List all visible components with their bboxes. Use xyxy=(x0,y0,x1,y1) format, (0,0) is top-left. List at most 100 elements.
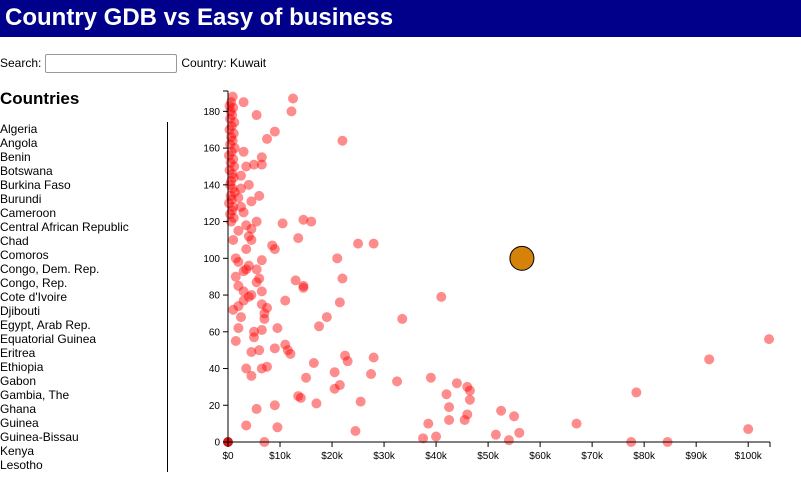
data-point[interactable] xyxy=(226,97,237,108)
data-point[interactable] xyxy=(236,312,247,323)
data-point[interactable] xyxy=(514,427,525,438)
data-point[interactable] xyxy=(251,403,262,414)
data-point[interactable] xyxy=(464,385,475,396)
data-point[interactable] xyxy=(256,363,267,374)
data-point[interactable] xyxy=(226,121,237,132)
data-point[interactable] xyxy=(227,183,238,194)
country-list-item[interactable]: Lesotho xyxy=(0,458,43,472)
data-point[interactable] xyxy=(285,348,296,359)
data-point[interactable] xyxy=(392,376,403,387)
country-list-item[interactable]: Angola xyxy=(0,136,38,150)
data-point[interactable] xyxy=(503,435,514,446)
data-point[interactable] xyxy=(226,176,237,187)
data-point[interactable] xyxy=(631,387,642,398)
data-point[interactable] xyxy=(228,304,239,315)
data-point[interactable] xyxy=(262,302,273,313)
data-point[interactable] xyxy=(280,295,291,306)
data-point[interactable] xyxy=(241,244,252,255)
data-point[interactable] xyxy=(224,100,235,111)
data-point[interactable] xyxy=(272,323,283,334)
data-point[interactable] xyxy=(246,370,257,381)
selected-country-point[interactable] xyxy=(509,245,535,271)
data-point[interactable] xyxy=(227,168,238,179)
data-point[interactable] xyxy=(238,286,249,297)
data-point[interactable] xyxy=(246,234,257,245)
data-point[interactable] xyxy=(353,238,364,249)
data-point[interactable] xyxy=(236,201,247,212)
data-point[interactable] xyxy=(256,324,267,335)
data-point[interactable] xyxy=(259,308,270,319)
data-point[interactable] xyxy=(290,275,301,286)
data-point[interactable] xyxy=(311,398,322,409)
data-point[interactable] xyxy=(238,207,249,218)
data-point[interactable] xyxy=(425,372,436,383)
data-point[interactable] xyxy=(238,266,249,277)
data-point[interactable] xyxy=(246,223,257,234)
data-point[interactable] xyxy=(259,313,270,324)
country-list-item[interactable]: Benin xyxy=(0,150,31,164)
data-point[interactable] xyxy=(228,212,239,223)
data-point[interactable] xyxy=(293,233,304,244)
data-point[interactable] xyxy=(256,299,267,310)
data-point[interactable] xyxy=(243,179,254,190)
data-point[interactable] xyxy=(301,372,312,383)
data-point[interactable] xyxy=(233,225,244,236)
data-point[interactable] xyxy=(227,135,238,146)
data-point[interactable] xyxy=(743,424,754,435)
country-list-item[interactable]: Burundi xyxy=(0,192,42,206)
search-input[interactable] xyxy=(45,53,178,73)
data-point[interactable] xyxy=(262,361,273,372)
data-point[interactable] xyxy=(464,394,475,405)
data-point[interactable] xyxy=(241,264,252,275)
data-point[interactable] xyxy=(282,345,293,356)
data-point[interactable] xyxy=(224,165,235,176)
country-list-item[interactable]: Gabon xyxy=(0,374,37,388)
data-point[interactable] xyxy=(226,194,237,205)
data-point[interactable] xyxy=(230,271,241,282)
data-point[interactable] xyxy=(224,150,235,161)
data-point[interactable] xyxy=(462,381,473,392)
data-point[interactable] xyxy=(397,313,408,324)
data-point[interactable] xyxy=(436,291,447,302)
country-list-item[interactable]: Botswana xyxy=(0,164,53,178)
data-point[interactable] xyxy=(368,352,379,363)
data-point[interactable] xyxy=(298,280,309,291)
data-point[interactable] xyxy=(254,190,265,201)
data-point[interactable] xyxy=(256,286,267,297)
data-point[interactable] xyxy=(340,350,351,361)
data-point[interactable] xyxy=(355,396,366,407)
country-list-item[interactable]: Equatorial Guinea xyxy=(0,332,97,346)
data-point[interactable] xyxy=(509,411,520,422)
data-point[interactable] xyxy=(228,234,239,245)
data-point[interactable] xyxy=(241,363,252,374)
data-point[interactable] xyxy=(228,128,239,139)
country-list-item[interactable]: Guinea-Bissau xyxy=(0,430,79,444)
data-point[interactable] xyxy=(230,253,241,264)
data-point[interactable] xyxy=(233,280,244,291)
data-point[interactable] xyxy=(280,339,291,350)
data-point[interactable] xyxy=(272,422,283,433)
country-list-item[interactable]: Kenya xyxy=(0,444,35,458)
countries-list[interactable]: Algeria Angola Benin Botswana Burkina Faso Bu… xyxy=(0,122,168,472)
data-point[interactable] xyxy=(321,312,332,323)
data-point[interactable] xyxy=(295,392,306,403)
data-point[interactable] xyxy=(256,159,267,170)
data-point[interactable] xyxy=(228,154,239,165)
data-point[interactable] xyxy=(243,231,254,242)
data-point[interactable] xyxy=(249,326,260,337)
data-point[interactable] xyxy=(459,414,470,425)
data-point[interactable] xyxy=(269,126,280,137)
data-point[interactable] xyxy=(246,196,257,207)
data-point[interactable] xyxy=(254,273,265,284)
data-point[interactable] xyxy=(227,91,238,102)
data-point[interactable] xyxy=(256,255,267,266)
data-point[interactable] xyxy=(418,433,429,444)
country-list-item[interactable]: Cameroon xyxy=(0,206,57,220)
data-point[interactable] xyxy=(444,402,455,413)
country-list-item[interactable]: Gambia, The xyxy=(0,388,70,402)
data-point[interactable] xyxy=(243,291,254,302)
data-point[interactable] xyxy=(490,429,501,440)
data-point[interactable] xyxy=(496,405,507,416)
country-list-item[interactable]: Comoros xyxy=(0,248,49,262)
data-point[interactable] xyxy=(267,240,278,251)
